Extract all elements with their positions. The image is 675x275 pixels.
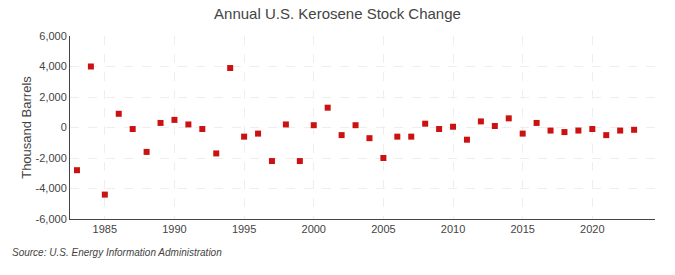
svg-text:4,000: 4,000: [39, 60, 67, 72]
svg-text:2000: 2000: [302, 223, 326, 235]
svg-text:1995: 1995: [232, 223, 256, 235]
svg-text:1985: 1985: [93, 223, 117, 235]
svg-text:2010: 2010: [441, 223, 465, 235]
svg-text:2,000: 2,000: [39, 91, 67, 103]
svg-text:Annual U.S. Kerosene Stock Cha: Annual U.S. Kerosene Stock Change: [214, 5, 461, 22]
svg-text:1990: 1990: [162, 223, 186, 235]
svg-text:-2,000: -2,000: [36, 152, 67, 164]
svg-text:Thousand Barrels: Thousand Barrels: [19, 76, 34, 179]
svg-text:6,000: 6,000: [39, 30, 67, 42]
svg-text:-4,000: -4,000: [36, 182, 67, 194]
svg-text:Source: U.S. Energy Informatio: Source: U.S. Energy Information Administ…: [12, 247, 222, 258]
svg-text:-6,000: -6,000: [36, 213, 67, 225]
svg-text:0: 0: [61, 121, 67, 133]
svg-text:2020: 2020: [580, 223, 604, 235]
svg-text:2005: 2005: [371, 223, 395, 235]
svg-text:2015: 2015: [510, 223, 534, 235]
